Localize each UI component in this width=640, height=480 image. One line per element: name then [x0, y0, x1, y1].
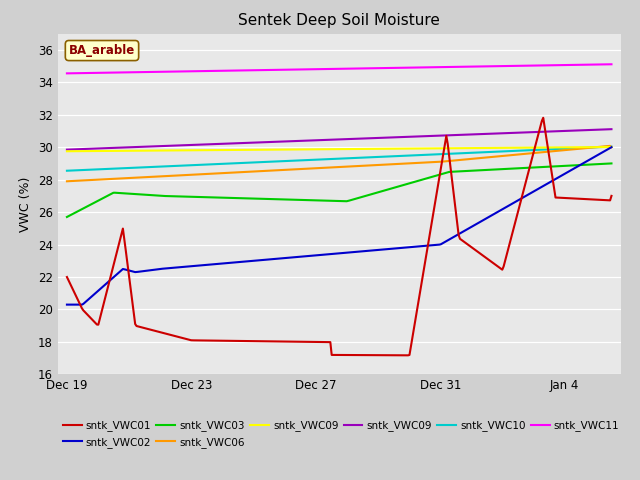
Y-axis label: VWC (%): VWC (%) — [19, 176, 32, 232]
Title: Sentek Deep Soil Moisture: Sentek Deep Soil Moisture — [238, 13, 440, 28]
Legend: sntk_VWC01, sntk_VWC02, sntk_VWC03, sntk_VWC06, sntk_VWC09, sntk_VWC09, sntk_VWC: sntk_VWC01, sntk_VWC02, sntk_VWC03, sntk… — [63, 420, 620, 447]
Text: BA_arable: BA_arable — [69, 44, 135, 57]
